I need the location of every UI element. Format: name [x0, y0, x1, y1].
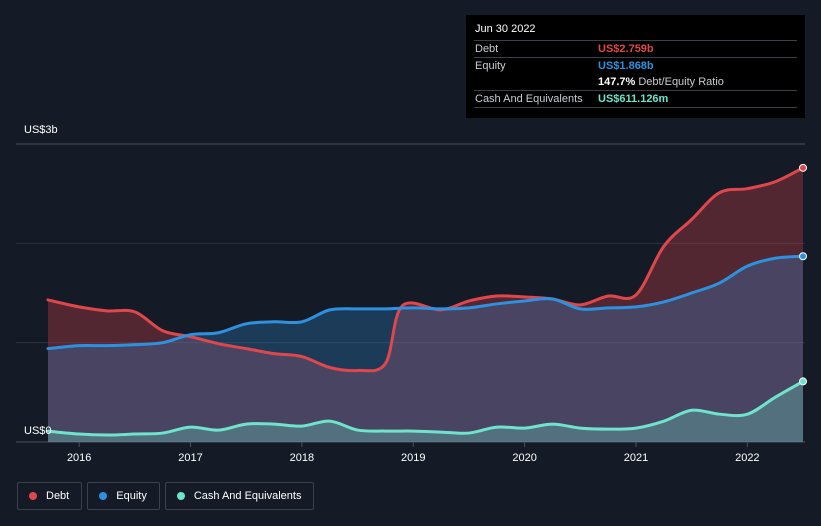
marker-cash	[799, 377, 807, 386]
line-equity	[46, 254, 805, 351]
legend-equity-label: Equity	[116, 490, 147, 502]
legend-item-cash[interactable]: Cash And Equivalents	[164, 482, 315, 510]
chart-legend: Debt Equity Cash And Equivalents	[17, 482, 315, 510]
end-markers	[799, 163, 807, 386]
x-tick-label-2021: 2021	[624, 452, 648, 464]
marker-debt	[799, 163, 807, 172]
x-tick-label-2019: 2019	[401, 452, 425, 464]
tooltip-row-equity: Equity US$1.868b	[474, 57, 797, 74]
legend-item-equity[interactable]: Equity	[87, 482, 160, 510]
tooltip-row-cash: Cash And Equivalents US$611.126m	[474, 90, 797, 107]
x-axis-ticks: 2016 2017 2018 2019 2020 2021 2022	[67, 442, 760, 464]
x-tick-label-2018: 2018	[290, 452, 314, 464]
legend-cash-label: Cash And Equivalents	[193, 490, 302, 502]
tooltip-ratio-label: Debt/Equity Ratio	[638, 76, 724, 88]
x-tick-label-2020: 2020	[512, 452, 536, 464]
tooltip-row-debt: Debt US$2.759b	[474, 40, 797, 57]
tooltip-debt-label: Debt	[475, 43, 499, 55]
legend-item-debt[interactable]: Debt	[17, 482, 83, 510]
legend-debt-label: Debt	[46, 490, 70, 502]
marker-equity	[799, 252, 807, 261]
tooltip-debt-value: US$2.759b	[598, 43, 654, 55]
area-equity	[48, 256, 803, 442]
line-debt	[46, 166, 805, 373]
y-tick-label-bottom: US$0	[24, 425, 52, 437]
area-debt	[48, 167, 803, 442]
tooltip-equity-label: Equity	[475, 60, 506, 72]
y-tick-label-top: US$3b	[24, 124, 58, 136]
line-cash	[46, 379, 805, 437]
legend-cash-dot-icon	[176, 492, 185, 500]
tooltip-panel: Jun 30 2022 Debt US$2.759b Equity US$1.8…	[466, 15, 805, 118]
x-tick-label-2016: 2016	[67, 452, 91, 464]
tooltip-cash-label: Cash And Equivalents	[475, 93, 583, 105]
tooltip-cash-value: US$611.126m	[598, 93, 669, 105]
x-tick-label-2022: 2022	[735, 452, 759, 464]
tooltip-equity-value: US$1.868b	[598, 60, 654, 72]
tooltip-date: Jun 30 2022	[475, 23, 536, 35]
legend-equity-dot-icon	[99, 492, 108, 500]
x-tick-label-2017: 2017	[178, 452, 202, 464]
tooltip-row-ratio: 147.7% Debt/Equity Ratio	[474, 74, 797, 90]
legend-debt-dot-icon	[29, 492, 37, 500]
tooltip-ratio-value: 147.7%	[598, 76, 636, 88]
series-lines	[46, 166, 805, 437]
